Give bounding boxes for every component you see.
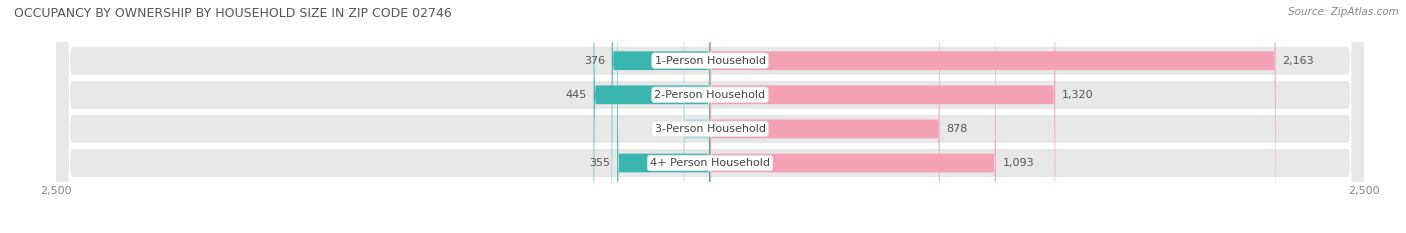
FancyBboxPatch shape [683, 0, 710, 233]
FancyBboxPatch shape [710, 0, 995, 233]
Text: OCCUPANCY BY OWNERSHIP BY HOUSEHOLD SIZE IN ZIP CODE 02746: OCCUPANCY BY OWNERSHIP BY HOUSEHOLD SIZE… [14, 7, 451, 20]
FancyBboxPatch shape [710, 0, 939, 233]
Text: 3-Person Household: 3-Person Household [655, 124, 765, 134]
Text: 878: 878 [946, 124, 967, 134]
FancyBboxPatch shape [710, 0, 1056, 233]
Text: 4+ Person Household: 4+ Person Household [650, 158, 770, 168]
FancyBboxPatch shape [56, 0, 1364, 233]
Text: 1,093: 1,093 [1002, 158, 1033, 168]
FancyBboxPatch shape [56, 0, 1364, 233]
FancyBboxPatch shape [617, 0, 710, 233]
Text: 1,320: 1,320 [1062, 90, 1094, 100]
Text: 2,163: 2,163 [1282, 56, 1313, 66]
Text: 445: 445 [565, 90, 588, 100]
Text: 2-Person Household: 2-Person Household [654, 90, 766, 100]
Text: 376: 376 [583, 56, 605, 66]
FancyBboxPatch shape [56, 0, 1364, 233]
Text: 1-Person Household: 1-Person Household [655, 56, 765, 66]
FancyBboxPatch shape [612, 0, 710, 233]
FancyBboxPatch shape [593, 0, 710, 233]
Text: Source: ZipAtlas.com: Source: ZipAtlas.com [1288, 7, 1399, 17]
Text: 101: 101 [657, 124, 678, 134]
FancyBboxPatch shape [710, 0, 1275, 233]
FancyBboxPatch shape [56, 0, 1364, 233]
Text: 355: 355 [589, 158, 610, 168]
